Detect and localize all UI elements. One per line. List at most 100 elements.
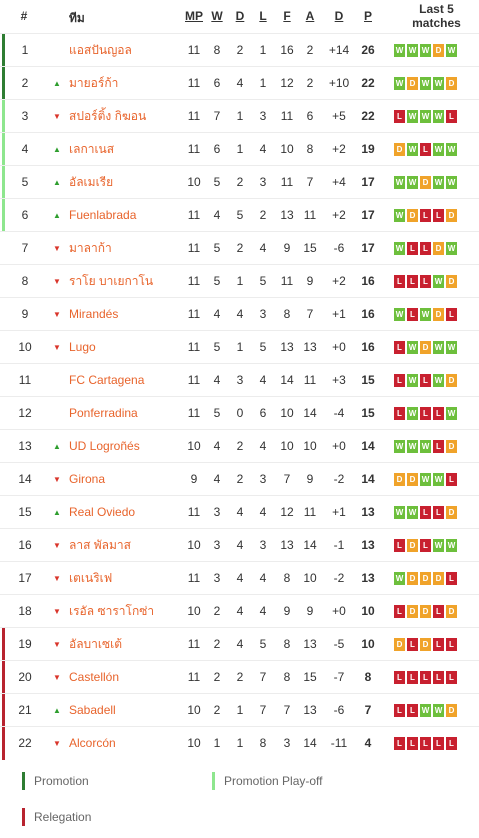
table-row[interactable]: 13 10 4 2 4 10 10 +0 14 ▲ UD Logroñés W W W L D [0,429,479,462]
form-result-badge[interactable]: L [446,671,457,684]
form-result-badge[interactable]: W [446,341,457,354]
team-link[interactable]: เตเนริเฟ [69,571,113,585]
team-link[interactable]: FC Cartagena [69,373,145,387]
form-result-badge[interactable]: D [446,374,457,387]
table-row[interactable]: 5 10 5 2 3 11 7 +4 17 ▲ อัลเมเรีย W W D W W [0,165,479,199]
form-result-badge[interactable]: L [446,638,457,651]
form-result-badge[interactable]: W [407,506,418,519]
form-result-badge[interactable]: L [420,671,431,684]
form-result-badge[interactable]: L [420,407,431,420]
form-result-badge[interactable]: L [394,341,405,354]
form-result-badge[interactable]: D [420,572,431,585]
form-result-badge[interactable]: W [407,44,418,57]
team-link[interactable]: Girona [69,472,106,486]
header-wins[interactable]: W [211,9,223,23]
form-result-badge[interactable]: L [420,143,431,156]
form-result-badge[interactable]: D [433,242,444,255]
table-row[interactable]: 10 11 5 1 5 13 13 +0 16 ▼ Lugo L W D W W [0,330,479,363]
form-result-badge[interactable]: L [420,737,431,750]
form-result-badge[interactable]: W [394,176,405,189]
header-draws[interactable]: D [235,9,245,23]
form-result-badge[interactable]: L [446,308,457,321]
form-result-badge[interactable]: D [407,209,418,222]
form-result-badge[interactable]: W [433,704,444,717]
form-result-badge[interactable]: L [420,275,431,288]
form-result-badge[interactable]: W [420,110,431,123]
header-losses[interactable]: L [259,9,267,23]
form-result-badge[interactable]: D [394,143,405,156]
form-result-badge[interactable]: L [407,671,418,684]
table-row[interactable]: 7 11 5 2 4 9 15 -6 17 ▼ มาลาก้า W L L D W [0,231,479,264]
form-result-badge[interactable]: L [420,209,431,222]
form-result-badge[interactable]: L [420,242,431,255]
form-result-badge[interactable]: L [433,440,444,453]
form-result-badge[interactable]: D [433,308,444,321]
form-result-badge[interactable]: W [394,209,405,222]
form-result-badge[interactable]: L [446,473,457,486]
team-link[interactable]: Ponferradina [69,406,138,420]
form-result-badge[interactable]: L [407,704,418,717]
table-row[interactable]: 18 10 2 4 4 9 9 +0 10 ▼ เรอัล ซาราโกซ่า L D D L D [0,594,479,627]
form-result-badge[interactable]: L [420,539,431,552]
form-result-badge[interactable]: W [433,374,444,387]
team-link[interactable]: มาลาก้า [69,241,112,255]
form-result-badge[interactable]: L [394,275,405,288]
form-result-badge[interactable]: L [407,242,418,255]
form-result-badge[interactable]: W [433,473,444,486]
form-result-badge[interactable]: W [420,77,431,90]
team-link[interactable]: สปอร์ติ้ง กิฆอน [69,109,147,123]
form-result-badge[interactable]: L [394,737,405,750]
form-result-badge[interactable]: W [446,143,457,156]
form-result-badge[interactable]: L [446,737,457,750]
table-row[interactable]: 11 11 4 3 4 14 11 +3 15 FC Cartagena L W L W D [0,363,479,396]
table-row[interactable]: 2 11 6 4 1 12 2 +10 22 ▲ มายอร์ก้า W D W W D [0,66,479,100]
form-result-badge[interactable]: D [394,473,405,486]
form-result-badge[interactable]: L [433,605,444,618]
team-link[interactable]: มายอร์ก้า [69,76,119,90]
form-result-badge[interactable]: D [433,572,444,585]
form-result-badge[interactable]: D [407,77,418,90]
form-result-badge[interactable]: W [394,506,405,519]
form-result-badge[interactable]: W [420,704,431,717]
form-result-badge[interactable]: L [394,539,405,552]
form-result-badge[interactable]: L [394,374,405,387]
form-result-badge[interactable]: W [407,110,418,123]
form-result-badge[interactable]: W [446,176,457,189]
header-goals-for[interactable]: F [283,9,291,23]
form-result-badge[interactable]: W [433,143,444,156]
form-result-badge[interactable]: W [420,440,431,453]
form-result-badge[interactable]: D [407,539,418,552]
table-row[interactable]: 3 11 7 1 3 11 6 +5 22 ▼ สปอร์ติ้ง กิฆอน L W W W L [0,99,479,133]
table-row[interactable]: 12 11 5 0 6 10 14 -4 15 Ponferradina L W L L W [0,396,479,429]
form-result-badge[interactable]: W [394,572,405,585]
table-row[interactable]: 20 11 2 2 7 8 15 -7 8 ▼ Castellón L L L L L [0,660,479,694]
form-result-badge[interactable]: W [394,242,405,255]
team-link[interactable]: Fuenlabrada [69,208,137,222]
table-row[interactable]: 14 9 4 2 3 7 9 -2 14 ▼ Girona D D W W L [0,462,479,495]
form-result-badge[interactable]: D [420,638,431,651]
form-result-badge[interactable]: W [433,539,444,552]
team-link[interactable]: อัลเมเรีย [69,175,114,189]
form-result-badge[interactable]: D [446,275,457,288]
header-team[interactable]: ทีม [69,11,85,25]
form-result-badge[interactable]: W [420,473,431,486]
form-result-badge[interactable]: W [407,143,418,156]
team-link[interactable]: เรอัล ซาราโกซ่า [69,604,155,618]
form-result-badge[interactable]: L [433,671,444,684]
header-goals-against[interactable]: A [305,9,315,23]
form-result-badge[interactable]: W [407,341,418,354]
form-result-badge[interactable]: D [407,572,418,585]
form-result-badge[interactable]: W [433,110,444,123]
form-result-badge[interactable]: W [420,44,431,57]
form-result-badge[interactable]: D [407,473,418,486]
form-result-badge[interactable]: W [433,275,444,288]
team-link[interactable]: อัลบาเซเต้ [69,637,123,651]
form-result-badge[interactable]: D [446,440,457,453]
form-result-badge[interactable]: W [394,77,405,90]
header-points[interactable]: P [363,9,372,23]
form-result-badge[interactable]: W [446,539,457,552]
form-result-badge[interactable]: W [394,440,405,453]
form-result-badge[interactable]: L [433,737,444,750]
team-link[interactable]: UD Logroñés [69,439,140,453]
table-row[interactable]: 8 11 5 1 5 11 9 +2 16 ▼ ราโย บาเยกาโน L L L W D [0,264,479,297]
